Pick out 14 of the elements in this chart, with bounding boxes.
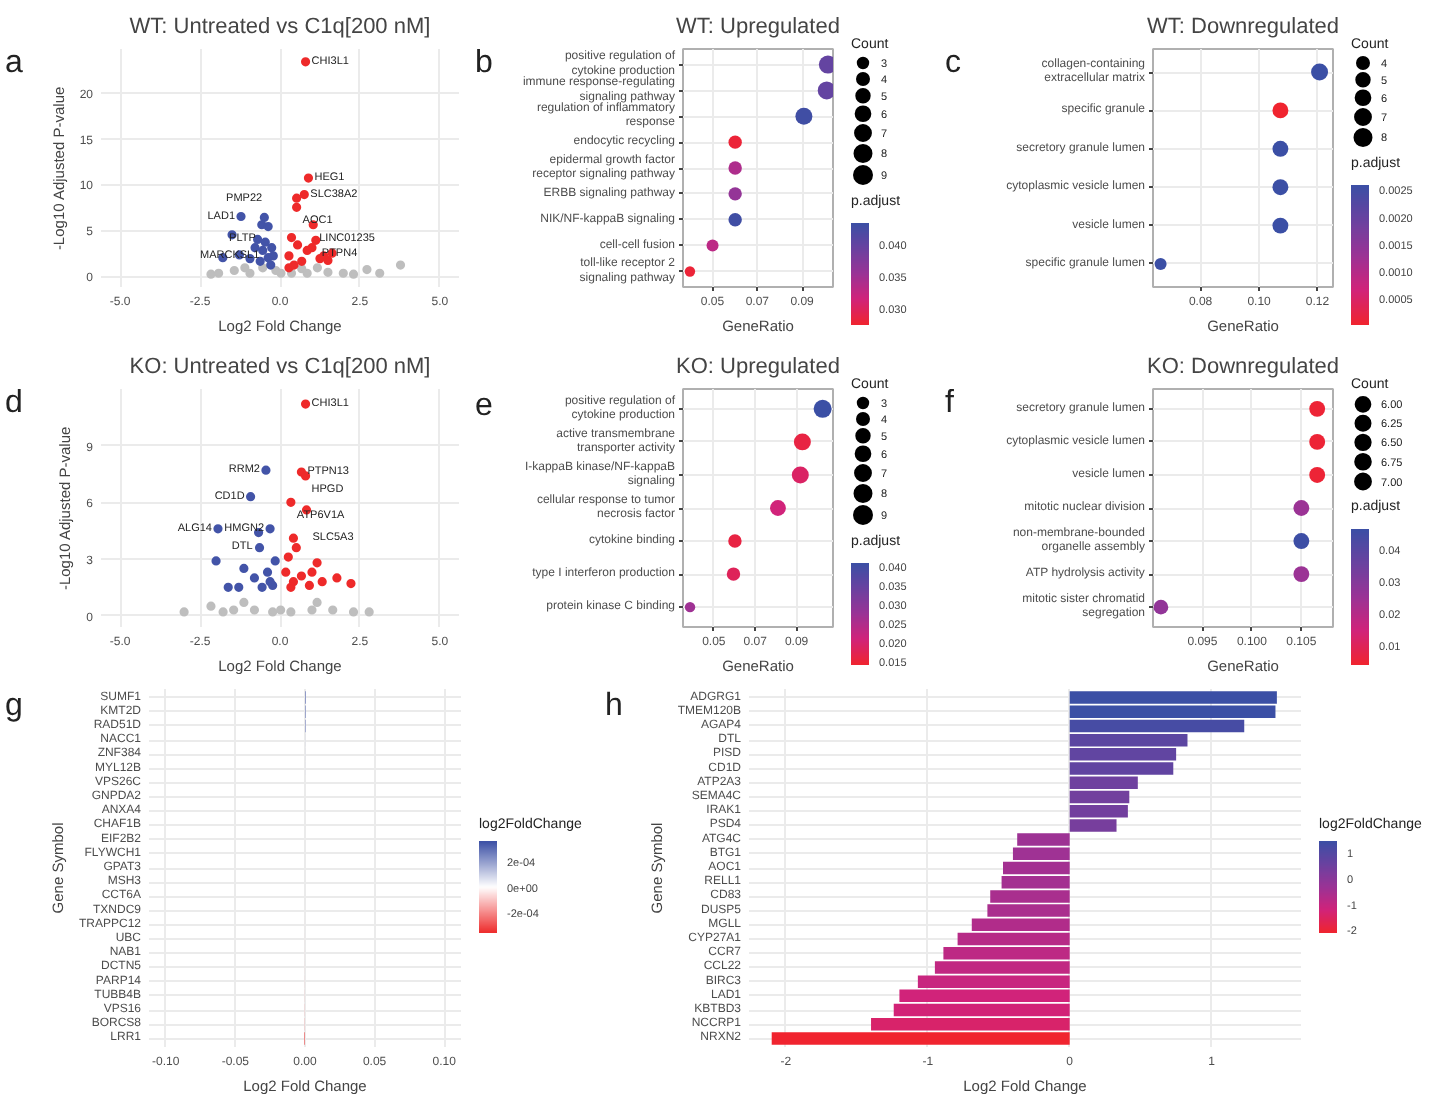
text: a (5, 46, 23, 80)
chart-title: WT: Downregulated (1147, 15, 1340, 39)
chart-title: KO: Upregulated (676, 355, 840, 379)
text: g (5, 689, 23, 724)
chart-title: KO: Untreated vs C1q[200 nM] (129, 355, 431, 379)
chart-title: WT: Untreated vs C1q[200 nM] (129, 15, 431, 39)
text: f (945, 386, 955, 420)
text: h (605, 689, 623, 724)
text: b (475, 46, 493, 80)
chart-title: WT: Upregulated (676, 15, 840, 39)
text: d (5, 386, 23, 420)
text: c (945, 46, 961, 80)
text: e (475, 389, 493, 423)
chart-title: KO: Downregulated (1147, 355, 1339, 379)
